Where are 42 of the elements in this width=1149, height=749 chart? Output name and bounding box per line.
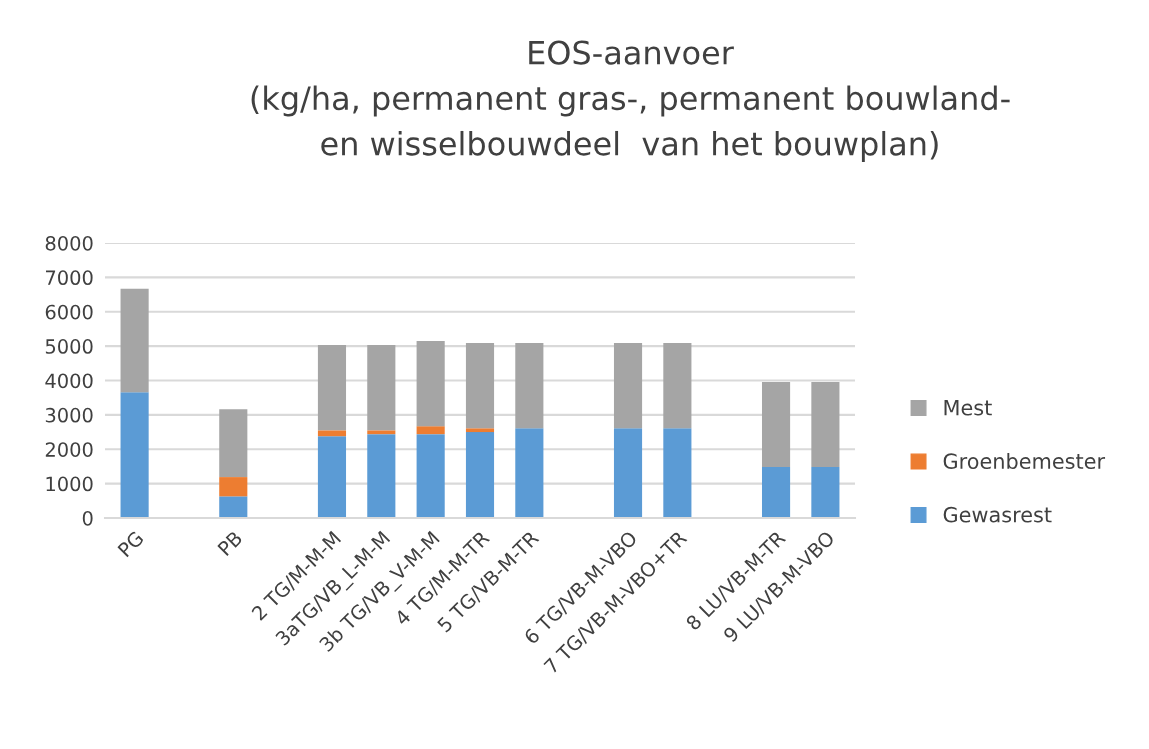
bar xyxy=(367,430,396,435)
bar xyxy=(219,409,248,478)
bar xyxy=(367,345,396,431)
bar xyxy=(811,467,840,518)
legend-label: Groenbemester xyxy=(943,452,1106,470)
y-tick-label: 7000 xyxy=(46,270,93,286)
y-tick-label: 1000 xyxy=(46,476,93,492)
bar xyxy=(416,426,445,435)
bar xyxy=(663,428,692,518)
y-tick-label: 4000 xyxy=(45,373,93,389)
bar xyxy=(613,428,643,518)
bar xyxy=(465,428,495,433)
bar xyxy=(120,392,149,518)
bar xyxy=(811,381,840,468)
bar xyxy=(367,434,396,518)
y-tick-label: 5000 xyxy=(45,339,93,354)
y-tick-label: 3000 xyxy=(45,407,93,423)
legend-label: Mest xyxy=(944,400,992,416)
bar xyxy=(219,477,248,497)
y-tick-label: 2000 xyxy=(45,442,93,457)
bar xyxy=(317,430,347,437)
bar xyxy=(416,340,445,427)
y-tick-label: 8000 xyxy=(45,235,93,251)
x-tick-label: PB xyxy=(217,530,243,556)
bar xyxy=(219,496,248,518)
bar xyxy=(613,343,643,429)
bar xyxy=(120,288,149,393)
bar xyxy=(465,343,495,429)
x-tick-label: PG xyxy=(117,530,145,558)
bar xyxy=(416,434,445,518)
bar xyxy=(515,428,544,518)
bar xyxy=(761,467,791,518)
bar xyxy=(515,343,544,429)
bar xyxy=(761,381,791,468)
chart-title: EOS-aanvoer (kg/ha, permanent gras-, permanent bouwland- en wisselbouwdeel van het bouwplan) xyxy=(251,40,1010,162)
bar xyxy=(317,436,347,518)
bar xyxy=(663,343,692,429)
y-tick-label: 0 xyxy=(82,510,93,526)
bar xyxy=(317,345,347,431)
y-tick-label: 6000 xyxy=(45,304,93,320)
legend-label: Gewasrest xyxy=(943,506,1052,523)
bar xyxy=(465,432,495,518)
